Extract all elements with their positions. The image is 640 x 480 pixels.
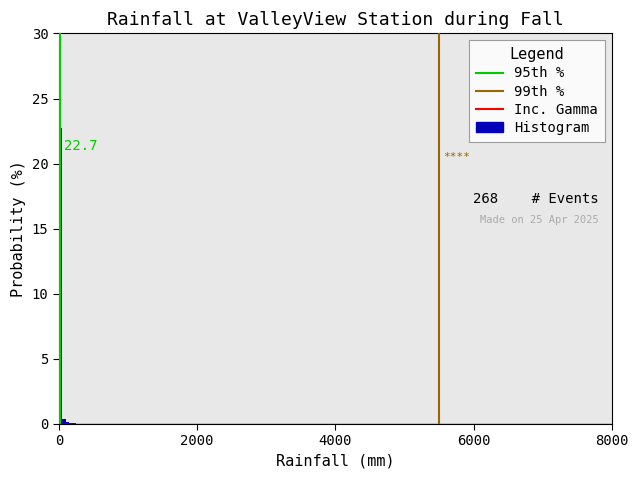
Text: 22.7: 22.7 [65,139,98,153]
Y-axis label: Probability (%): Probability (%) [11,160,26,297]
Text: ****: **** [444,152,470,162]
Legend: 95th %, 99th %, Inc. Gamma, Histogram: 95th %, 99th %, Inc. Gamma, Histogram [468,40,605,142]
Text: 268    # Events: 268 # Events [473,192,598,205]
Bar [69,423,73,424]
Title: Rainfall at ValleyView Station during Fall: Rainfall at ValleyView Station during Fa… [107,11,564,29]
X-axis label: Rainfall (mm): Rainfall (mm) [276,454,395,469]
Bar [66,422,69,424]
Text: Made on 25 Apr 2025: Made on 25 Apr 2025 [479,215,598,225]
Bar [62,420,66,424]
Bar [73,423,76,424]
Bar [59,129,62,424]
